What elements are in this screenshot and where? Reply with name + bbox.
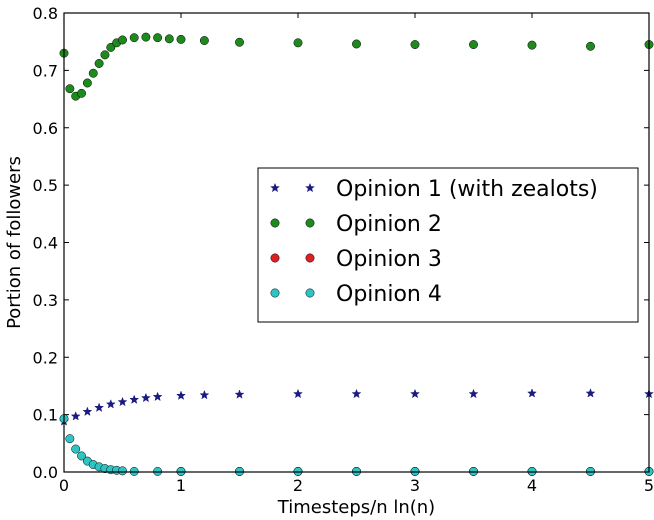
data-point bbox=[82, 406, 93, 416]
y-tick-label: 0.5 bbox=[33, 176, 58, 195]
legend-marker bbox=[305, 253, 315, 263]
y-tick-label: 0.1 bbox=[33, 406, 58, 425]
data-point bbox=[70, 411, 81, 421]
data-point bbox=[118, 35, 127, 45]
x-tick-label: 4 bbox=[527, 476, 537, 495]
data-point bbox=[293, 388, 303, 399]
x-tick-label: 5 bbox=[644, 476, 654, 495]
data-point bbox=[100, 50, 110, 60]
legend-entry: Opinion 3 bbox=[270, 247, 442, 272]
data-point bbox=[585, 388, 596, 398]
legend-label: Opinion 1 (with zealots) bbox=[336, 177, 598, 202]
legend-label: Opinion 2 bbox=[336, 212, 442, 237]
data-point bbox=[352, 39, 361, 49]
x-tick-label: 3 bbox=[410, 476, 420, 495]
data-point bbox=[176, 390, 186, 400]
data-point bbox=[235, 37, 244, 47]
data-point bbox=[106, 42, 116, 52]
data-point bbox=[410, 40, 420, 50]
data-point bbox=[117, 396, 128, 407]
legend-marker bbox=[270, 253, 280, 263]
data-point bbox=[94, 402, 105, 412]
data-point bbox=[234, 389, 245, 399]
legend-label: Opinion 3 bbox=[336, 247, 442, 272]
data-point bbox=[293, 38, 303, 48]
legend-marker bbox=[305, 288, 315, 298]
data-point bbox=[468, 388, 479, 399]
tick-labels: 0 1 2 3 4 5 0.0 0.1 0.2 0.3 0.4 0.5 0.6 0.7 0.8 bbox=[33, 4, 654, 495]
data-point bbox=[71, 444, 81, 454]
data-point bbox=[152, 391, 163, 402]
data-point bbox=[153, 33, 163, 43]
data-point bbox=[129, 394, 140, 404]
x-tick-label: 2 bbox=[293, 476, 303, 495]
data-point bbox=[351, 388, 362, 399]
data-point bbox=[105, 399, 116, 409]
data-point bbox=[199, 36, 209, 45]
data-point bbox=[140, 392, 151, 403]
series-2 bbox=[59, 32, 654, 101]
legend-entry: Opinion 2 bbox=[270, 212, 442, 237]
y-axis-label: Portion of followers bbox=[4, 156, 25, 329]
y-tick-label: 0.0 bbox=[33, 463, 58, 482]
data-point bbox=[586, 41, 595, 51]
data-point bbox=[77, 451, 87, 461]
data-point bbox=[118, 466, 127, 476]
data-point bbox=[77, 88, 87, 98]
series-1 bbox=[59, 388, 654, 426]
plot-frame bbox=[63, 12, 650, 473]
data-point bbox=[527, 40, 537, 50]
x-tick-label: 0 bbox=[59, 476, 69, 495]
data-point bbox=[141, 32, 151, 42]
series-4 bbox=[59, 414, 654, 476]
y-tick-label: 0.3 bbox=[33, 291, 58, 310]
data-point bbox=[410, 388, 420, 399]
legend: Opinion 1 (with zealots) Opinion 2 Opinion… bbox=[257, 167, 639, 323]
y-tick-label: 0.2 bbox=[33, 348, 58, 367]
x-tick-label: 1 bbox=[176, 476, 186, 495]
legend-box bbox=[257, 167, 639, 323]
data-point bbox=[176, 34, 186, 44]
x-axis-label: Timesteps/n ln(n) bbox=[277, 497, 435, 518]
legend-label: Opinion 4 bbox=[336, 282, 442, 307]
data-point bbox=[65, 84, 75, 94]
y-tick-label: 0.8 bbox=[33, 4, 58, 23]
legend-marker bbox=[305, 182, 315, 193]
data-point bbox=[94, 59, 104, 68]
legend-marker bbox=[305, 218, 315, 228]
data-point bbox=[164, 34, 174, 44]
legend-marker bbox=[270, 288, 280, 298]
data-point bbox=[82, 78, 92, 88]
legend-marker bbox=[270, 218, 280, 228]
y-tick-label: 0.7 bbox=[33, 61, 58, 80]
legend-entry: Opinion 1 (with zealots) bbox=[270, 177, 598, 202]
y-tick-label: 0.4 bbox=[33, 234, 58, 253]
legend-marker bbox=[270, 182, 280, 193]
y-tick-label: 0.6 bbox=[33, 119, 58, 138]
data-point bbox=[199, 389, 210, 400]
data-point bbox=[469, 40, 478, 50]
data-point bbox=[65, 434, 75, 444]
data-point bbox=[88, 68, 98, 78]
data-point bbox=[527, 388, 537, 398]
data-point bbox=[129, 33, 139, 43]
legend-entry: Opinion 4 bbox=[270, 282, 442, 307]
